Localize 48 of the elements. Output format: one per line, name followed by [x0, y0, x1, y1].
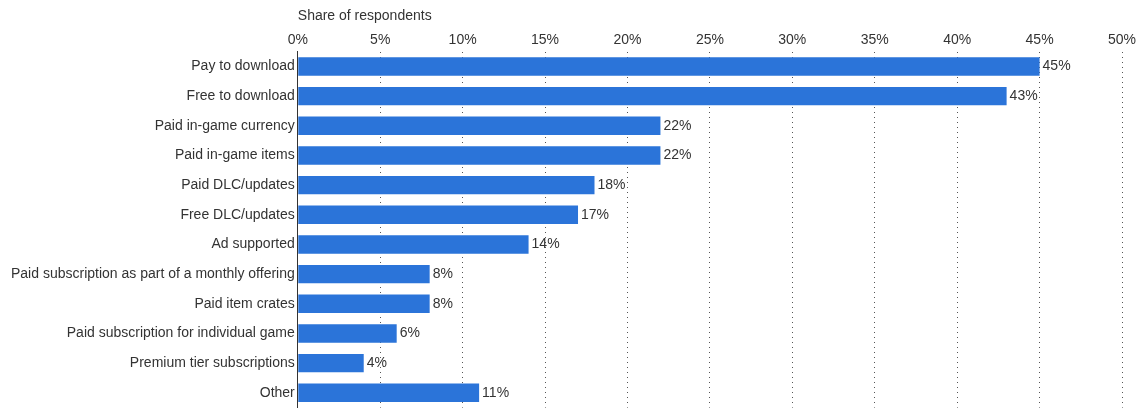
- y-tick-label: Paid subscription for individual game: [66, 324, 295, 341]
- bar: [298, 57, 1040, 76]
- data-label: 11%: [482, 383, 510, 400]
- bar: [298, 324, 397, 343]
- y-tick-label: Paid in-game items: [174, 146, 295, 163]
- y-tick-label: Ad supported: [211, 235, 295, 252]
- data-label: 18%: [597, 175, 626, 192]
- x-tick-label: 40%: [943, 31, 972, 48]
- bar: [298, 235, 529, 254]
- bar: [298, 86, 1007, 106]
- x-axis-title: Share of respondents: [297, 7, 432, 24]
- y-tick-label: Paid item crates: [194, 294, 295, 311]
- data-label: 22%: [663, 146, 692, 163]
- data-label: 17%: [581, 205, 610, 222]
- y-tick-label: Paid DLC/updates: [181, 175, 295, 192]
- y-tick-label: Other: [259, 383, 296, 400]
- x-tick-label: 50%: [1107, 31, 1137, 48]
- data-label: 22%: [663, 116, 692, 133]
- bar: [298, 264, 430, 284]
- bar: [298, 383, 480, 402]
- data-label: 4%: [366, 353, 387, 370]
- bar: [298, 353, 364, 373]
- x-tick-label: 10%: [448, 31, 477, 48]
- data-label: 8%: [432, 294, 453, 311]
- x-tick-label: 0%: [287, 31, 308, 48]
- data-label: 43%: [1009, 86, 1038, 103]
- x-tick-label: 5%: [370, 31, 391, 48]
- x-tick-label: 30%: [778, 31, 807, 48]
- data-label: 14%: [531, 235, 560, 252]
- data-label: 45%: [1042, 57, 1071, 74]
- bar: [298, 175, 595, 195]
- x-tick-label: 20%: [613, 31, 642, 48]
- bar: [298, 116, 661, 135]
- bar: [298, 146, 661, 165]
- y-tick-label: Paid subscription as part of a monthly offering: [10, 264, 295, 281]
- y-tick-label: Free to download: [186, 86, 295, 103]
- y-tick-label: Free DLC/updates: [180, 205, 295, 222]
- y-tick-label: Pay to download: [191, 57, 295, 74]
- y-tick-label: Premium tier subscriptions: [129, 353, 295, 370]
- data-label: 6%: [399, 324, 420, 341]
- x-tick-label: 15%: [531, 31, 560, 48]
- y-tick-label: Paid in-game currency: [154, 116, 295, 133]
- x-tick-label: 35%: [860, 31, 889, 48]
- data-label: 8%: [432, 264, 453, 281]
- bar: [298, 205, 579, 224]
- bar: [298, 294, 430, 313]
- x-tick-label: 25%: [695, 31, 724, 48]
- x-tick-label: 45%: [1025, 31, 1054, 48]
